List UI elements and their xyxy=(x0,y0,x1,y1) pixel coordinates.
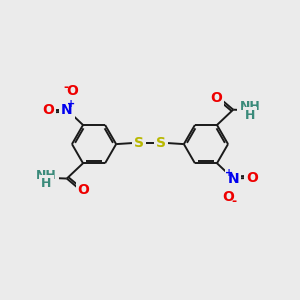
Text: N: N xyxy=(61,103,73,117)
Text: O: O xyxy=(211,91,222,105)
Text: +: + xyxy=(67,99,75,110)
Text: S: S xyxy=(134,136,144,150)
Text: -: - xyxy=(63,80,68,94)
Text: -: - xyxy=(232,195,237,208)
Text: H: H xyxy=(41,177,51,190)
Text: O: O xyxy=(246,171,258,185)
Text: +: + xyxy=(225,168,233,178)
Text: N: N xyxy=(227,172,239,185)
Text: O: O xyxy=(66,84,78,98)
Text: O: O xyxy=(222,190,234,204)
Text: O: O xyxy=(78,183,89,197)
Text: O: O xyxy=(42,103,54,117)
Text: NH: NH xyxy=(240,100,260,113)
Text: S: S xyxy=(156,136,166,150)
Text: H: H xyxy=(245,109,255,122)
Text: NH: NH xyxy=(36,169,57,182)
